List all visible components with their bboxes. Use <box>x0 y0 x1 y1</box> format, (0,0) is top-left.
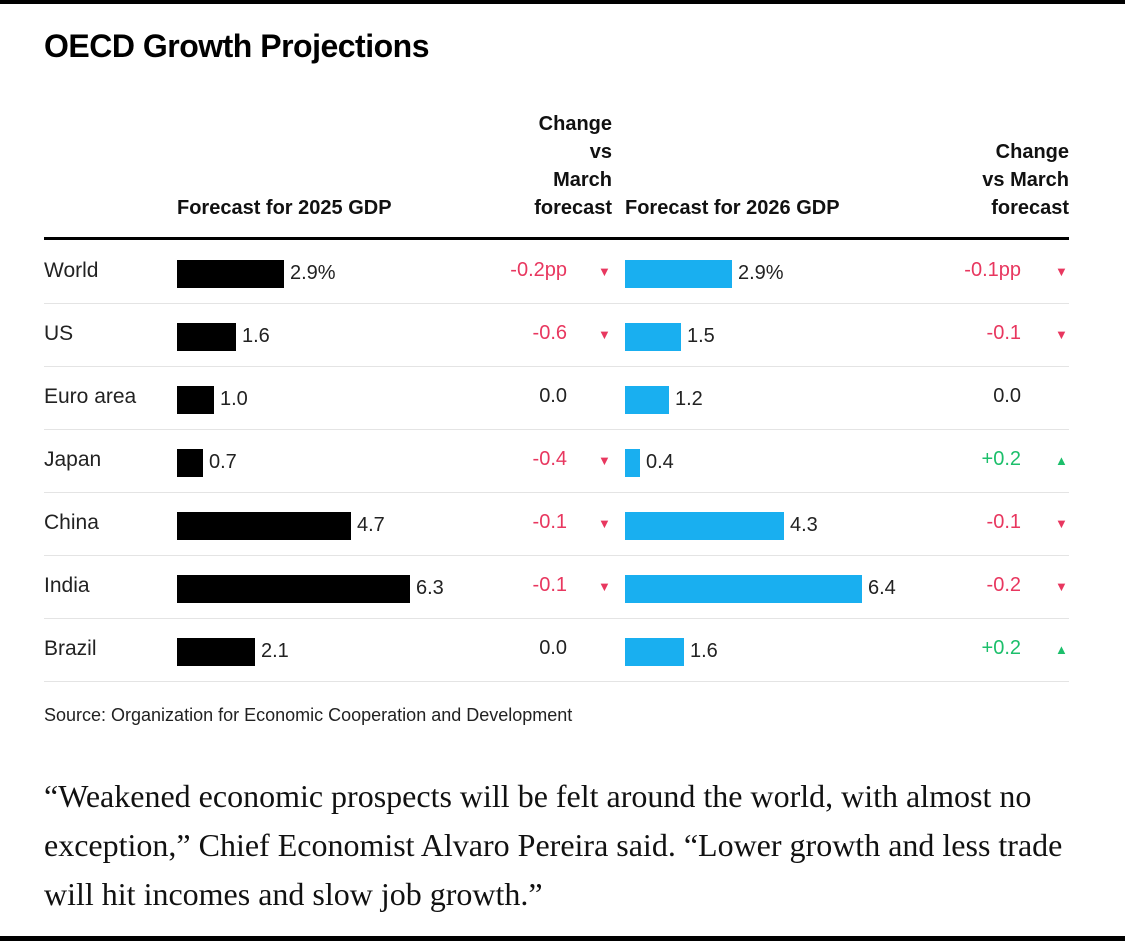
header-forecast-2026: Forecast for 2026 GDP <box>625 197 840 219</box>
table-row: Japan 0.7 -0.4 ▼ 0.4 +0.2 ▲ <box>44 429 1069 493</box>
triangle-down-icon: ▼ <box>1055 264 1068 279</box>
value-label-2026: 1.6 <box>690 640 718 662</box>
bar-2026 <box>625 512 784 540</box>
article-quote: “Weakened economic prospects will be fel… <box>44 778 1063 912</box>
table-row: Brazil 2.1 0.0 1.6 +0.2 ▲ <box>44 618 1069 682</box>
bar-2026 <box>625 323 681 351</box>
source-note: Source: Organization for Economic Cooper… <box>44 705 573 725</box>
bar-2025 <box>177 260 284 288</box>
change-value-2025: 0.0 <box>539 637 567 659</box>
triangle-down-icon: ▼ <box>598 453 611 468</box>
category-label: US <box>44 322 74 345</box>
category-label: China <box>44 511 99 534</box>
value-label-2026: 6.4 <box>868 577 896 599</box>
table-row: World 2.9% -0.2pp ▼ 2.9% -0.1pp ▼ <box>44 240 1069 304</box>
category-label: Brazil <box>44 637 97 660</box>
category-label: India <box>44 574 90 597</box>
change-value-2026: -0.1 <box>986 322 1021 344</box>
bar-2025 <box>177 449 203 477</box>
change-value-2026: -0.1pp <box>964 259 1021 281</box>
header-rule <box>44 237 1069 240</box>
triangle-up-icon: ▲ <box>1055 642 1068 657</box>
value-label-2025: 4.7 <box>357 514 385 536</box>
bar-2026 <box>625 386 669 414</box>
header-change-2025: Change vs March forecast <box>534 113 612 219</box>
bar-2025 <box>177 512 351 540</box>
value-label-2026: 0.4 <box>646 451 674 473</box>
table-row: Euro area 1.0 0.0 1.2 0.0 <box>44 366 1069 430</box>
value-label-2025: 1.6 <box>242 325 270 347</box>
change-value-2025: -0.1 <box>532 511 567 533</box>
change-value-2025: -0.2pp <box>510 259 567 281</box>
category-label: Japan <box>44 448 102 471</box>
table-row: India 6.3 -0.1 ▼ 6.4 -0.2 ▼ <box>44 555 1069 619</box>
bar-2025 <box>177 323 236 351</box>
bar-2026 <box>625 575 862 603</box>
bottom-border <box>0 936 1125 941</box>
value-label-2025: 2.1 <box>261 640 289 662</box>
header-change-2026: Change vs March forecast <box>982 141 1069 219</box>
category-label: World <box>44 259 99 282</box>
bar-2025 <box>177 386 214 414</box>
triangle-down-icon: ▼ <box>1055 327 1068 342</box>
triangle-down-icon: ▼ <box>598 327 611 342</box>
table-row: China 4.7 -0.1 ▼ 4.3 -0.1 ▼ <box>44 492 1069 556</box>
change-value-2025: -0.4 <box>532 448 567 470</box>
triangle-down-icon: ▼ <box>598 579 611 594</box>
bar-2025 <box>177 575 410 603</box>
category-label: Euro area <box>44 385 137 408</box>
triangle-down-icon: ▼ <box>1055 516 1068 531</box>
triangle-down-icon: ▼ <box>598 264 611 279</box>
change-value-2025: -0.6 <box>532 322 567 344</box>
change-value-2026: -0.2 <box>986 574 1021 596</box>
triangle-down-icon: ▼ <box>598 516 611 531</box>
chart-title: OECD Growth Projections <box>44 28 429 64</box>
change-value-2026: 0.0 <box>993 385 1021 407</box>
change-value-2025: 0.0 <box>539 385 567 407</box>
triangle-up-icon: ▲ <box>1055 453 1068 468</box>
change-value-2026: -0.1 <box>986 511 1021 533</box>
table-row: US 1.6 -0.6 ▼ 1.5 -0.1 ▼ <box>44 303 1069 367</box>
value-label-2025: 2.9% <box>290 262 336 284</box>
value-label-2026: 4.3 <box>790 514 818 536</box>
value-label-2026: 1.2 <box>675 388 703 410</box>
top-border <box>0 0 1125 4</box>
bar-2026 <box>625 449 640 477</box>
change-value-2026: +0.2 <box>981 637 1021 659</box>
value-label-2026: 2.9% <box>738 262 784 284</box>
triangle-down-icon: ▼ <box>1055 579 1068 594</box>
bar-2026 <box>625 260 732 288</box>
bar-2025 <box>177 638 255 666</box>
change-value-2025: -0.1 <box>532 574 567 596</box>
value-label-2025: 0.7 <box>209 451 237 473</box>
bar-2026 <box>625 638 684 666</box>
value-label-2025: 1.0 <box>220 388 248 410</box>
value-label-2026: 1.5 <box>687 325 715 347</box>
change-value-2026: +0.2 <box>981 448 1021 470</box>
value-label-2025: 6.3 <box>416 577 444 599</box>
header-forecast-2025: Forecast for 2025 GDP <box>177 197 392 219</box>
